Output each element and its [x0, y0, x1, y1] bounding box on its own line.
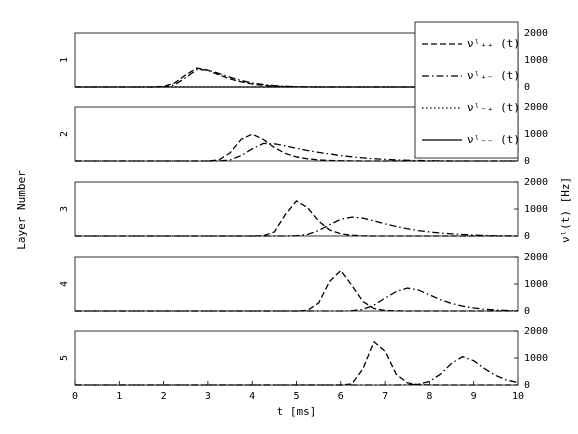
panel-label: 5 [59, 355, 70, 361]
y-tick-label: 0 [524, 231, 530, 242]
x-tick-label: 4 [249, 391, 255, 402]
y-title: Layer Number [15, 170, 28, 250]
y-tick-label: 2000 [524, 252, 548, 263]
series-line [75, 355, 519, 386]
legend-label: νˡ₋₊ (t) [467, 101, 520, 114]
y-tick-label: 1000 [524, 129, 548, 140]
y-tick-label: 1000 [524, 279, 548, 290]
x-tick-label: 1 [116, 391, 122, 402]
panel-label: 4 [59, 281, 70, 287]
panel-label: 1 [59, 57, 70, 63]
legend-label: νˡ₊₊ (t) [467, 37, 520, 50]
x-tick-label: 7 [382, 391, 388, 402]
x-tick-label: 9 [471, 391, 477, 402]
y-tick-label: 0 [524, 306, 530, 317]
x-tick-label: 3 [205, 391, 211, 402]
panel-frame [74, 330, 519, 386]
series-line [75, 216, 519, 237]
legend-label: νˡ₊₋ (t) [467, 69, 520, 82]
panel-label: 3 [59, 206, 70, 212]
y-tick-label: 0 [524, 156, 530, 167]
x-tick-label: 5 [293, 391, 299, 402]
y2-title: νˡ(t) [Hz] [559, 177, 572, 243]
y-tick-label: 1000 [524, 353, 548, 364]
x-tick-label: 2 [161, 391, 167, 402]
x-title: t [ms] [277, 405, 317, 418]
series-line [75, 287, 519, 312]
legend-box [414, 21, 519, 159]
x-tick-label: 8 [426, 391, 432, 402]
x-tick-label: 0 [72, 391, 78, 402]
y-tick-label: 1000 [524, 55, 548, 66]
x-tick-label: 10 [512, 391, 524, 402]
y-tick-label: 0 [524, 82, 530, 93]
y-tick-label: 2000 [524, 177, 548, 188]
panel-label: 2 [59, 131, 70, 137]
panel-frame [74, 256, 519, 312]
y-tick-label: 0 [524, 380, 530, 391]
y-tick-label: 2000 [524, 28, 548, 39]
y-tick-label: 2000 [524, 102, 548, 113]
y-tick-label: 2000 [524, 326, 548, 337]
y-tick-label: 1000 [524, 204, 548, 215]
panel-frame [74, 181, 519, 237]
legend-label: νˡ₋₋ (t) [467, 133, 520, 146]
x-tick-label: 6 [338, 391, 344, 402]
series-line [75, 142, 518, 162]
